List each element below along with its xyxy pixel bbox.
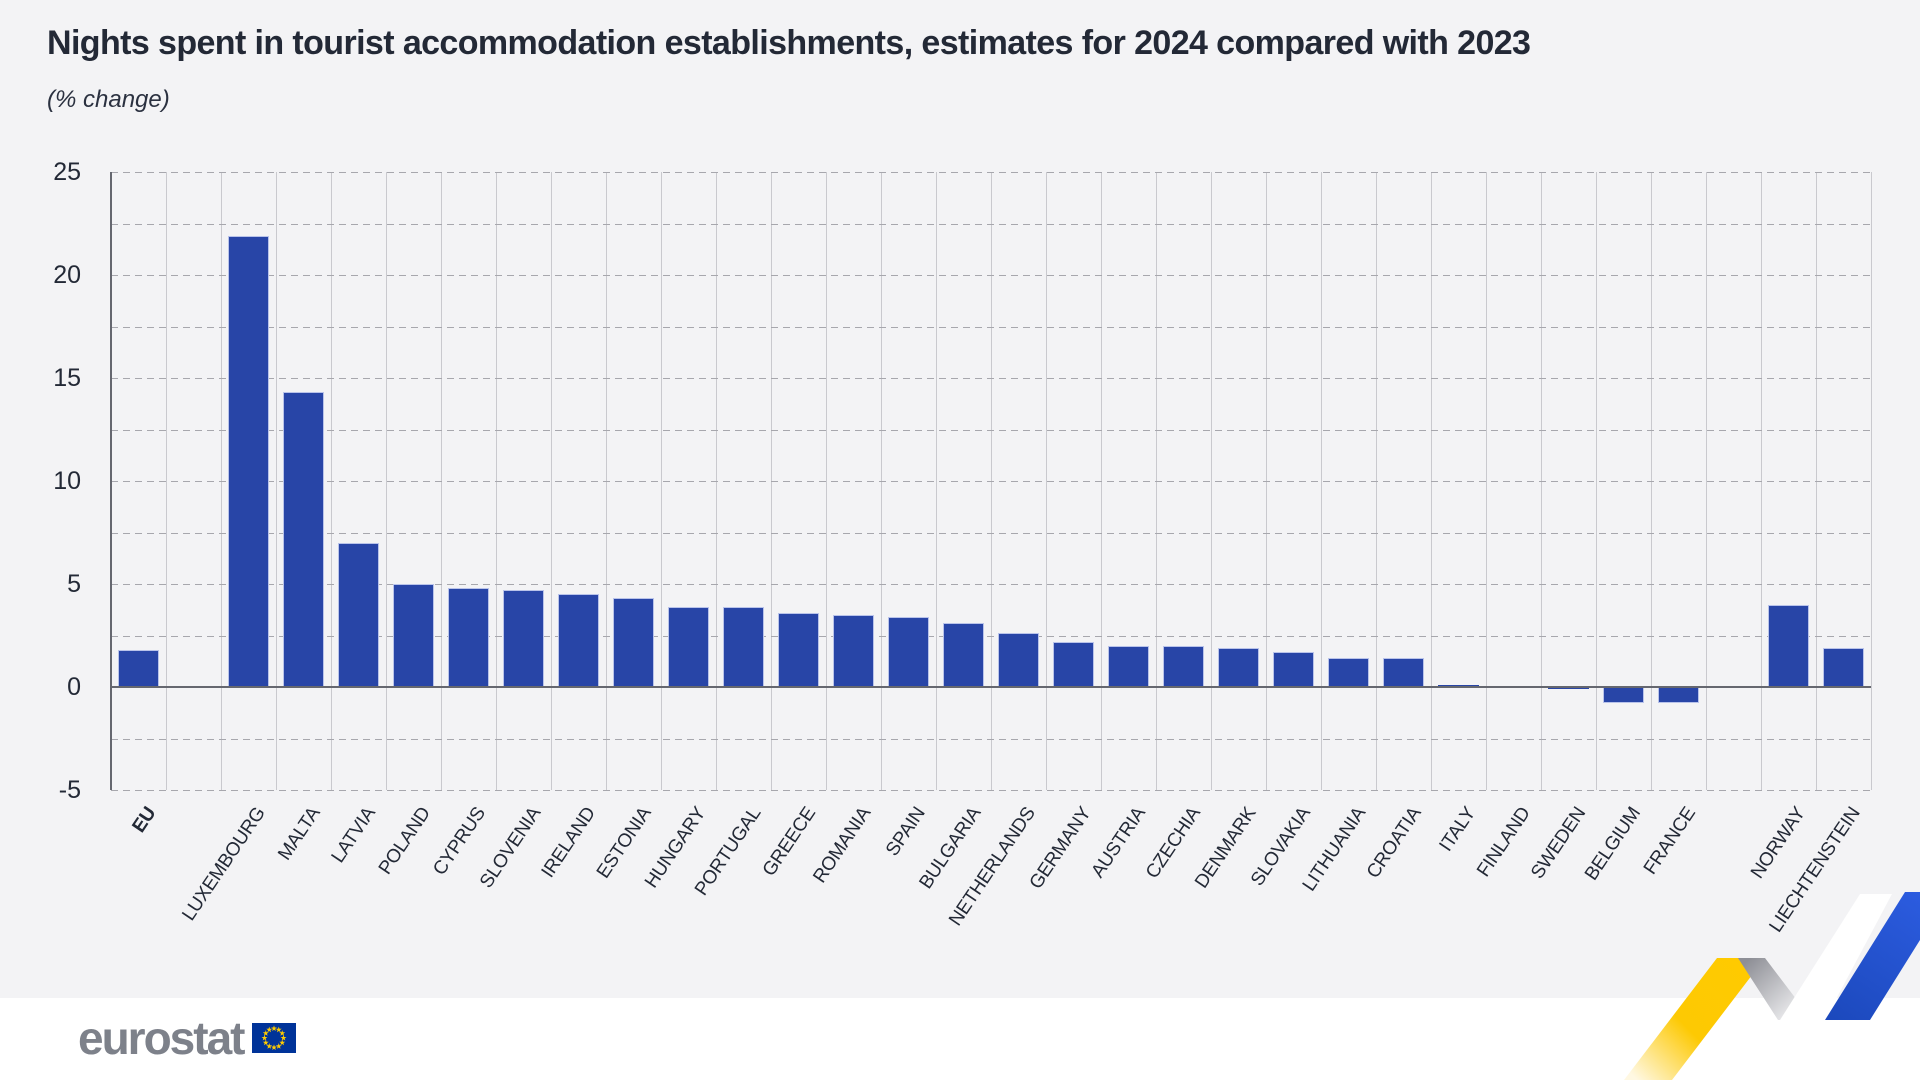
bar-ireland (558, 594, 599, 687)
bar-norway (1768, 604, 1809, 687)
y-tick-label: 25 (53, 158, 81, 186)
gridline (111, 378, 1871, 379)
eu-flag-star (271, 1044, 278, 1051)
bar-eu (118, 649, 159, 687)
page-title: Nights spent in tourist accommodation es… (47, 24, 1531, 62)
bar-slovakia (1273, 651, 1314, 687)
eu-flag-star (281, 1034, 287, 1041)
gridline (111, 326, 1871, 328)
bar-croatia (1383, 658, 1424, 687)
eu-flag-star (276, 1026, 283, 1033)
ribbon-white-band (1780, 894, 1892, 1020)
bar-liechtenstein (1823, 647, 1864, 687)
y-tick-label: 20 (53, 261, 81, 289)
eurostat-wordmark: eurostat (78, 1012, 245, 1064)
y-tick-label: 0 (67, 673, 81, 701)
ribbon-yellow-band (1624, 958, 1765, 1080)
chart-unit-subtitle: (% change) (47, 86, 170, 113)
bar-malta (283, 392, 324, 687)
gridline (111, 481, 1871, 482)
bar-romania (833, 614, 874, 687)
bar-greece (778, 612, 819, 687)
bar-czechia (1163, 645, 1204, 687)
y-tick-label: 15 (53, 364, 81, 392)
bar-netherlands (998, 633, 1039, 687)
gridline (111, 635, 1871, 637)
gridline (111, 790, 1871, 791)
bar-portugal (723, 606, 764, 687)
y-tick-label: -5 (58, 776, 81, 804)
bar-italy (1438, 684, 1479, 687)
eurostat-logo: eurostat (78, 1012, 297, 1064)
eu-flag-star (279, 1039, 286, 1046)
gridline (111, 275, 1871, 276)
eu-flag-star (263, 1030, 270, 1036)
y-axis-line (110, 172, 112, 790)
bar-bulgaria (943, 623, 984, 687)
eu-flag-star (279, 1030, 286, 1036)
bar-cyprus (448, 588, 489, 687)
gridline (111, 738, 1871, 740)
eu-flag-star (266, 1043, 273, 1049)
eu-flag-star (276, 1043, 283, 1049)
plot-area: 25 20 15 10 5 0 -5 EU LUXEMBOURG MALTA LATVIA POLAN… (53, 158, 1872, 936)
bar-germany (1053, 641, 1094, 687)
bar-spain (888, 616, 929, 687)
eu-flag-star (263, 1039, 270, 1046)
bar-slovenia (503, 590, 544, 687)
gridline (111, 429, 1871, 431)
gridline (111, 584, 1871, 585)
bar-lithuania (1328, 658, 1369, 687)
eu-flag-star (266, 1026, 273, 1033)
eu-flag-icon (252, 1023, 297, 1053)
bar-hungary (668, 606, 709, 687)
eu-flag-star (271, 1025, 278, 1032)
bar-france (1658, 687, 1699, 704)
bar-sweden (1548, 687, 1589, 690)
bar-austria (1108, 645, 1149, 687)
bar-latvia (338, 542, 379, 687)
ribbon-blue-band (1825, 892, 1920, 1020)
y-tick-label: 10 (53, 467, 81, 495)
gridline (111, 172, 1871, 173)
bar-belgium (1603, 687, 1644, 704)
eu-flag-star (262, 1034, 268, 1041)
gridline (111, 532, 1871, 534)
bar-poland (393, 584, 434, 687)
y-tick-label: 5 (67, 570, 81, 598)
gridline (111, 223, 1871, 225)
ribbon-decoration-graphic (1624, 892, 1920, 1080)
zero-baseline (111, 686, 1871, 688)
bar-estonia (613, 598, 654, 687)
bar-denmark (1218, 647, 1259, 687)
bar-luxembourg (228, 235, 269, 687)
category-separator-line (1870, 172, 1872, 790)
